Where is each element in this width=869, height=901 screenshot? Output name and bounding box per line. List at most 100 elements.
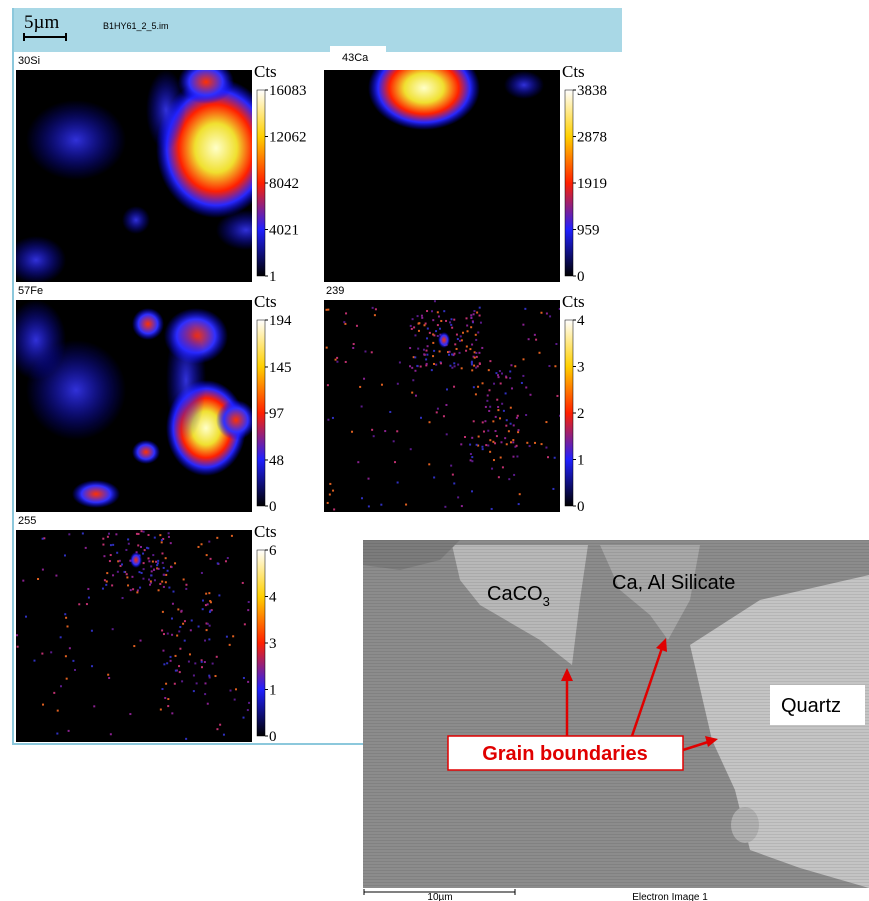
count-pixel	[394, 461, 397, 464]
count-pixel	[332, 489, 335, 492]
count-pixel	[156, 564, 159, 567]
colorbar-tick-label: 16083	[269, 83, 307, 99]
count-pixel	[129, 713, 132, 716]
count-pixel	[183, 639, 186, 642]
count-pixel	[152, 554, 155, 557]
count-pixel	[471, 436, 474, 439]
count-pixel	[426, 310, 429, 313]
count-pixel	[121, 597, 124, 600]
count-pixel	[127, 542, 130, 545]
count-pixel	[464, 436, 467, 439]
count-pixel	[87, 596, 90, 599]
count-pixel	[209, 600, 212, 603]
count-pixel	[504, 392, 507, 395]
count-pixel	[174, 654, 177, 657]
count-pixel	[416, 315, 419, 318]
colorbar	[256, 319, 266, 507]
count-pixel	[460, 339, 463, 342]
count-pixel	[425, 362, 428, 365]
count-pixel	[482, 430, 485, 433]
count-pixel	[457, 496, 460, 499]
count-pixel	[204, 639, 207, 642]
count-pixel	[513, 473, 516, 476]
scale-bar	[23, 33, 67, 41]
count-pixel	[185, 583, 188, 586]
count-pixel	[59, 685, 62, 688]
count-pixel	[435, 363, 438, 366]
count-pixel	[412, 356, 415, 359]
count-pixel	[517, 429, 520, 432]
count-pixel	[449, 364, 452, 367]
count-pixel	[131, 575, 134, 578]
count-pixel	[479, 321, 482, 324]
count-pixel	[374, 308, 377, 311]
count-pixel	[63, 554, 66, 557]
count-pixel	[517, 431, 520, 434]
count-pixel	[552, 487, 555, 490]
count-pixel	[409, 365, 412, 368]
count-pixel	[435, 330, 438, 333]
count-pixel	[493, 382, 496, 385]
map-label-box	[330, 46, 386, 68]
count-pixel	[455, 347, 458, 350]
count-pixel	[168, 586, 171, 589]
count-pixel	[414, 356, 417, 359]
count-pixel	[16, 645, 19, 648]
count-pixel	[470, 363, 473, 366]
count-pixel	[384, 430, 387, 433]
count-pixel	[164, 696, 167, 699]
count-pixel	[473, 351, 476, 354]
count-pixel	[242, 676, 245, 679]
count-pixel	[451, 366, 454, 369]
count-pixel	[355, 324, 358, 327]
count-pixel	[548, 365, 551, 368]
count-pixel	[357, 461, 360, 464]
count-pixel	[171, 633, 174, 636]
count-pixel	[241, 581, 244, 584]
hotspot	[368, 70, 480, 130]
count-pixel	[159, 534, 162, 537]
colorbar-tick-label: 3838	[577, 83, 607, 99]
count-pixel	[540, 443, 543, 446]
count-pixel	[108, 560, 111, 563]
count-pixel	[103, 579, 106, 582]
count-pixel	[512, 441, 515, 444]
count-pixel	[500, 372, 503, 375]
count-pixel	[516, 455, 519, 458]
count-pixel	[526, 441, 529, 444]
arrows	[561, 638, 718, 752]
count-pixel	[500, 441, 503, 444]
count-pixel	[428, 331, 431, 334]
count-pixel	[431, 310, 434, 313]
count-pixel	[411, 366, 414, 369]
count-pixel	[475, 355, 478, 358]
count-pixel	[194, 662, 197, 665]
count-pixel	[219, 723, 222, 726]
count-pixel	[243, 623, 246, 626]
count-pixel	[448, 350, 451, 353]
count-pixel	[155, 560, 158, 563]
count-pixel	[105, 580, 108, 583]
count-pixel	[333, 508, 336, 511]
count-pixel	[412, 379, 415, 382]
count-pixel	[426, 345, 429, 348]
count-pixel	[499, 417, 502, 420]
count-pixel	[182, 578, 185, 581]
colorbar-tick-label: 8042	[269, 176, 299, 192]
count-pixel	[474, 333, 477, 336]
hotspot	[178, 70, 234, 104]
count-pixel	[492, 440, 495, 443]
hotspot	[146, 70, 186, 150]
colorbar-tick-label: 3	[269, 636, 277, 652]
count-pixel	[481, 382, 484, 385]
count-pixel	[157, 559, 160, 562]
count-pixel	[373, 314, 376, 317]
count-pixel	[454, 343, 457, 346]
count-pixel	[112, 543, 115, 546]
count-pixel	[533, 333, 536, 336]
caption-strip	[363, 888, 869, 901]
colorbar-tick-label: 2878	[577, 130, 607, 146]
count-pixel	[67, 729, 70, 732]
sem-caption: Electron Image 1	[632, 892, 708, 901]
count-pixel	[359, 385, 362, 388]
